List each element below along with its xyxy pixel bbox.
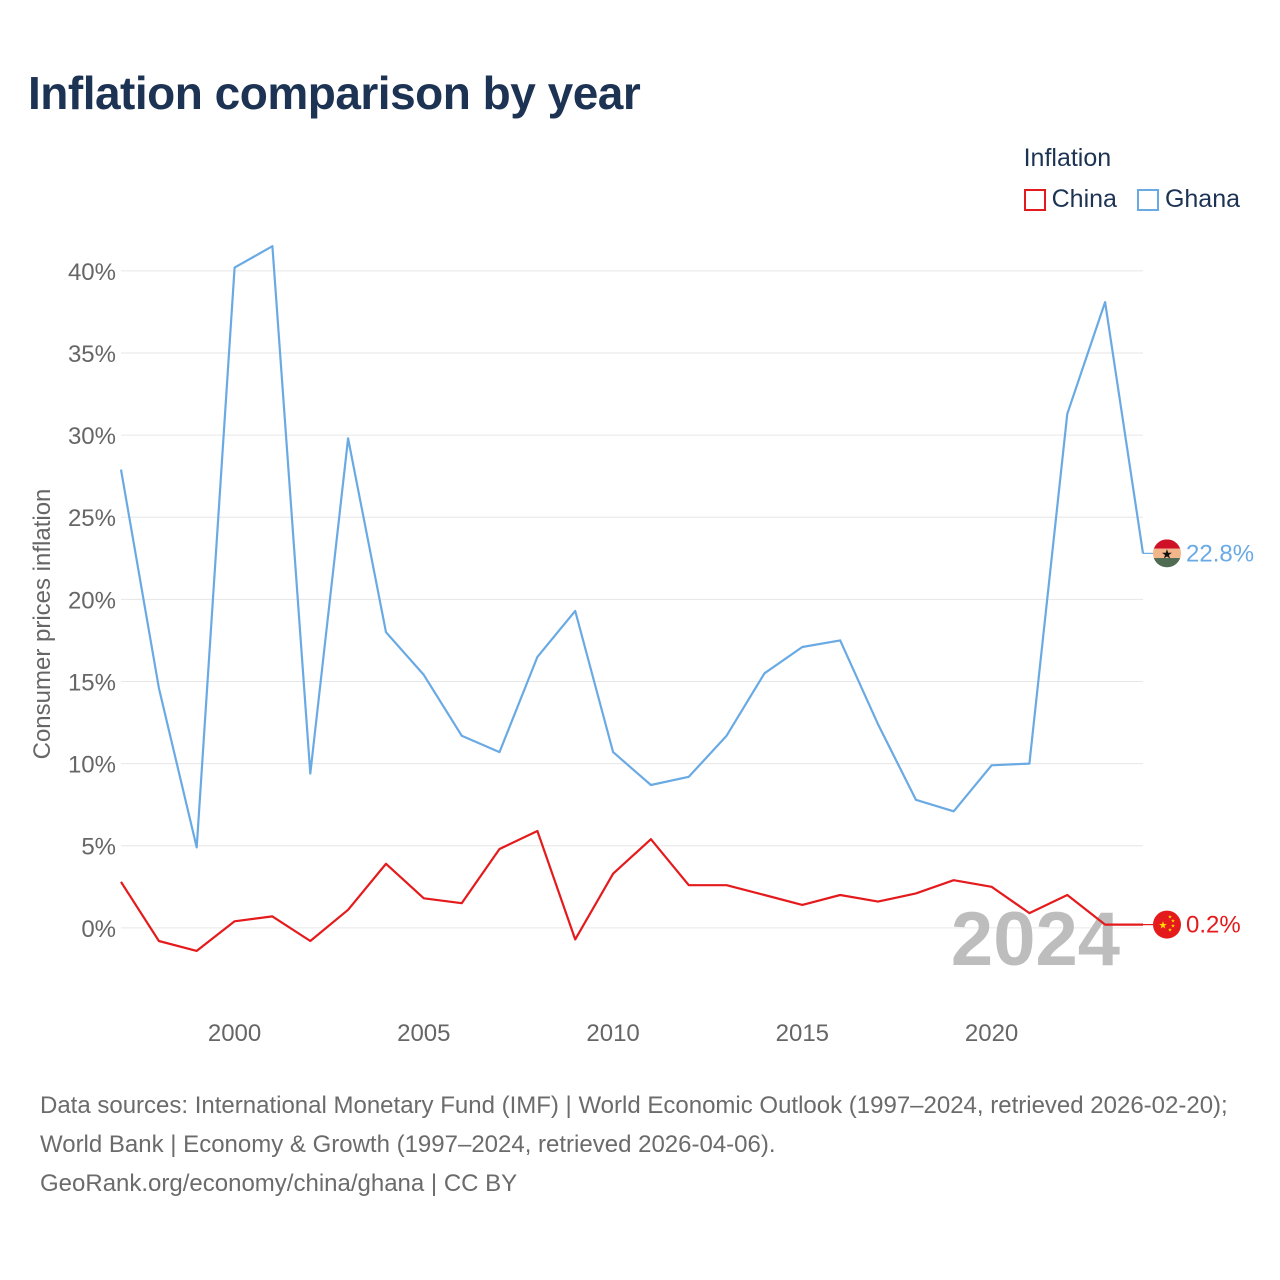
svg-text:★: ★ — [1168, 928, 1173, 934]
y-axis-ticks: 0% 5% 10% 15% 20% 25% 30% 35% 40% — [68, 259, 116, 943]
series-line-china[interactable] — [120, 829, 1143, 953]
y-tick-label: 5% — [81, 834, 116, 861]
legend-swatch-china — [1023, 188, 1046, 211]
x-tick-label: 2020 — [965, 1020, 1018, 1047]
y-tick-label: 0% — [81, 916, 116, 943]
end-markers: ★★★★★ 0.2%★ 22.8% — [1143, 539, 1254, 939]
y-tick-label: 15% — [68, 669, 116, 696]
series — [119, 245, 1145, 953]
legend-item-china[interactable]: China — [1023, 185, 1117, 214]
y-tick-label: 10% — [68, 752, 116, 779]
y-tick-label: 40% — [68, 259, 116, 286]
y-tick-label: 30% — [68, 423, 116, 450]
legend-label-china: China — [1051, 185, 1117, 213]
svg-text:★: ★ — [1159, 921, 1168, 932]
y-axis-label: Consumer prices inflation — [29, 489, 56, 760]
svg-text:★: ★ — [1161, 547, 1173, 562]
legend: Inflation China Ghana — [1023, 144, 1240, 214]
x-tick-label: 2015 — [776, 1020, 829, 1047]
ghana-flag-icon: ★ — [1153, 539, 1181, 568]
x-tick-label: 2010 — [586, 1020, 639, 1047]
svg-text:★: ★ — [1171, 919, 1176, 925]
data-sources: Data sources: International Monetary Fun… — [40, 1092, 1228, 1158]
x-tick-label: 2000 — [208, 1020, 261, 1047]
y-tick-label: 35% — [68, 341, 116, 368]
footer: Data sources: International Monetary Fun… — [40, 1086, 1250, 1203]
end-label-ghana: 22.8% — [1186, 540, 1254, 567]
china-flag-icon: ★★★★★ — [1153, 910, 1181, 939]
series-line-ghana[interactable] — [119, 245, 1145, 849]
legend-label-ghana: Ghana — [1164, 185, 1240, 213]
legend-item-ghana[interactable]: Ghana — [1136, 185, 1240, 214]
svg-text:★: ★ — [1171, 924, 1176, 930]
y-tick-label: 20% — [68, 587, 116, 614]
end-label-china: 0.2% — [1186, 912, 1241, 939]
x-axis-ticks: 2000 2005 2010 2015 2020 — [208, 1020, 1018, 1047]
x-tick-label: 2005 — [397, 1020, 450, 1047]
credit-link[interactable]: GeoRank.org/economy/china/ghana | CC BY — [40, 1170, 518, 1197]
legend-title: Inflation — [1023, 144, 1112, 172]
legend-swatch-ghana — [1136, 188, 1159, 211]
gridlines — [121, 270, 1143, 929]
svg-text:★: ★ — [1168, 915, 1173, 921]
y-tick-label: 25% — [68, 505, 116, 532]
chart-title: Inflation comparison by year — [28, 67, 641, 119]
